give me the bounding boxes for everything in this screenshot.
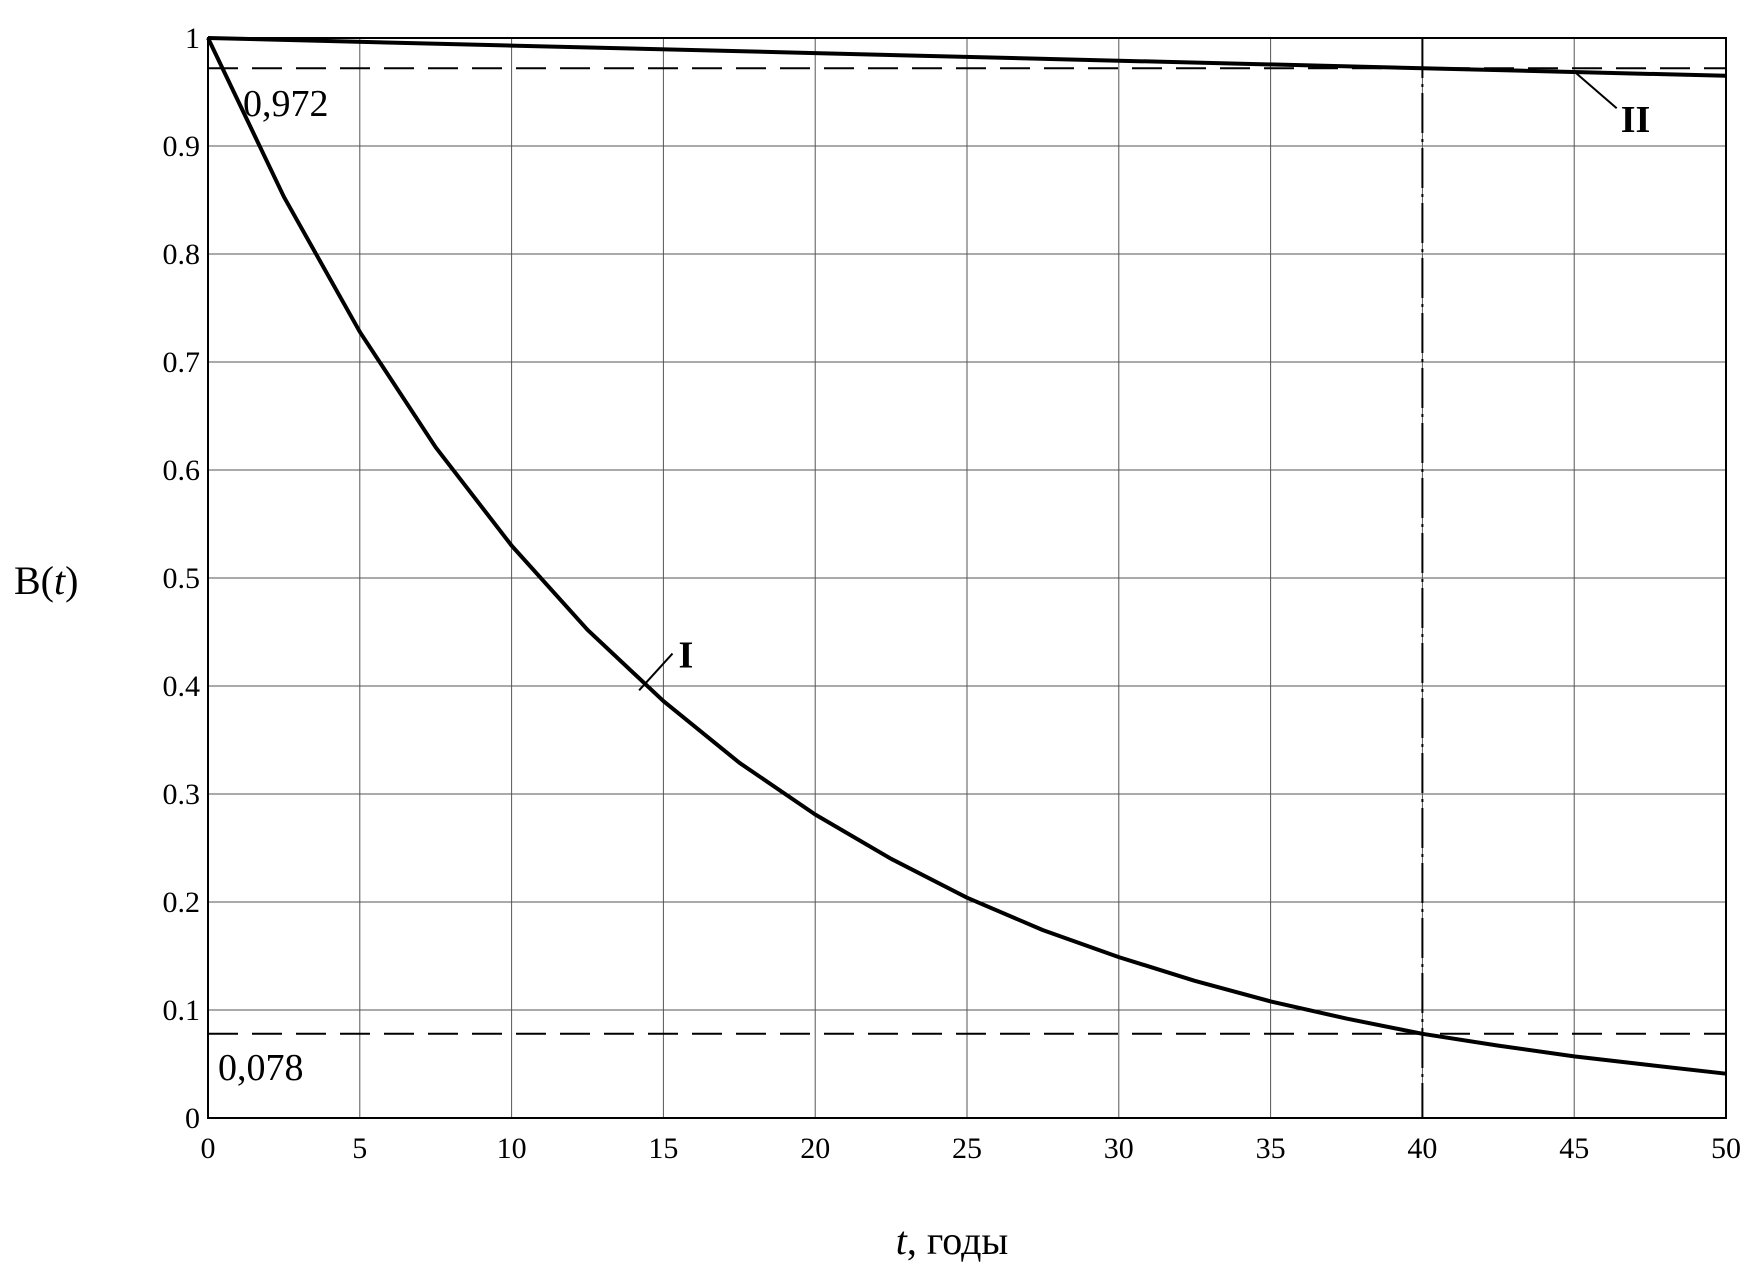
reference-line-label: 0,078 bbox=[218, 1047, 304, 1089]
y-axis-title: B(t) bbox=[14, 558, 78, 603]
x-tick-label: 45 bbox=[1559, 1132, 1589, 1165]
x-tick-label: 40 bbox=[1407, 1132, 1437, 1165]
x-tick-label: 35 bbox=[1256, 1132, 1286, 1165]
series-leader-II bbox=[1573, 70, 1618, 109]
grid bbox=[208, 38, 1726, 1118]
y-tick-label: 0 bbox=[185, 1102, 200, 1135]
x-tick-label: 5 bbox=[352, 1132, 367, 1165]
plot-frame bbox=[207, 37, 1727, 1119]
y-tick-labels: 0 0.1 0.2 0.3 0.4 0.5 0.6 0.7 0.8 0.9 1 bbox=[163, 22, 201, 1135]
y-tick-label: 0.8 bbox=[163, 238, 201, 271]
y-tick-label: 1 bbox=[185, 22, 200, 55]
series-leader-I bbox=[638, 652, 674, 691]
reference-lines bbox=[208, 38, 1726, 1118]
x-tick-label: 20 bbox=[800, 1132, 830, 1165]
series-line-I bbox=[206, 37, 1727, 1076]
series-label-II: II bbox=[1621, 99, 1651, 141]
y-tick-label: 0.2 bbox=[163, 886, 201, 919]
series-line-II bbox=[207, 36, 1727, 78]
x-tick-label: 10 bbox=[497, 1132, 527, 1165]
x-tick-labels: 0 5 10 15 20 25 30 35 40 45 50 bbox=[201, 1132, 1742, 1165]
x-axis-title: t, годы bbox=[896, 1218, 1009, 1263]
series-label-I: I bbox=[679, 635, 694, 677]
x-tick-label: 15 bbox=[648, 1132, 678, 1165]
y-tick-label: 0.1 bbox=[163, 994, 201, 1027]
y-tick-label: 0.9 bbox=[163, 130, 201, 163]
reference-labels: 0,972 0,078 bbox=[218, 83, 329, 1089]
x-tick-label: 30 bbox=[1104, 1132, 1134, 1165]
x-tick-label: 50 bbox=[1711, 1132, 1741, 1165]
y-tick-label: 0.7 bbox=[163, 346, 201, 379]
y-tick-label: 0.4 bbox=[163, 670, 201, 703]
y-tick-label: 0.3 bbox=[163, 778, 201, 811]
reference-line-label: 0,972 bbox=[243, 83, 329, 125]
x-tick-label: 0 bbox=[201, 1132, 216, 1165]
x-tick-label: 25 bbox=[952, 1132, 982, 1165]
y-tick-label: 0.5 bbox=[163, 562, 201, 595]
series-labels: III bbox=[638, 70, 1651, 691]
series-layer bbox=[206, 36, 1727, 1076]
y-tick-label: 0.6 bbox=[163, 454, 201, 487]
